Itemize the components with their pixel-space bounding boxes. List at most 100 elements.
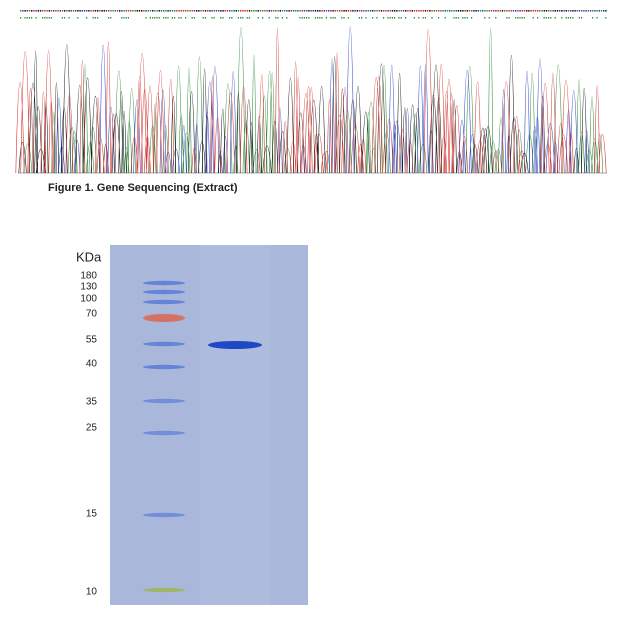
sequence-mark xyxy=(319,17,321,19)
marker-label: 10 xyxy=(86,587,98,598)
sequence-mark xyxy=(325,10,328,12)
sequence-mark xyxy=(506,17,508,19)
sequence-mark xyxy=(556,10,559,12)
sequence-mark xyxy=(211,17,213,19)
sequence-mark xyxy=(543,10,545,12)
sequence-mark xyxy=(191,10,193,12)
sequence-mark xyxy=(226,10,229,12)
sequence-mark xyxy=(24,10,26,12)
sequence-mark xyxy=(495,10,497,12)
sequence-mark xyxy=(515,10,517,12)
sequence-mark xyxy=(224,10,226,12)
sequence-mark xyxy=(499,10,501,12)
sequence-mark xyxy=(451,10,453,12)
sequence-mark xyxy=(545,17,547,19)
sequence-mark xyxy=(42,17,44,19)
sequence-mark xyxy=(266,10,268,12)
sequence-mark xyxy=(193,17,195,19)
sequence-mark xyxy=(75,10,77,12)
sequence-mark xyxy=(479,10,482,12)
sequence-mark xyxy=(108,17,110,19)
sequence-mark xyxy=(163,10,165,12)
sequence-mark xyxy=(290,10,292,12)
marker-label: 180 xyxy=(80,271,97,282)
sequence-mark xyxy=(570,10,572,12)
gel-sample-lane xyxy=(200,245,270,605)
sequence-mark xyxy=(466,10,468,12)
sequence-mark xyxy=(246,10,248,12)
sequence-mark xyxy=(550,17,552,19)
sequence-mark xyxy=(281,10,284,12)
sequence-mark xyxy=(154,17,156,19)
sequence-mark xyxy=(59,10,61,12)
sequence-mark xyxy=(336,10,339,12)
sequence-mark xyxy=(215,10,218,12)
sequence-mark xyxy=(94,17,96,19)
sequence-mark xyxy=(398,17,400,19)
sequence-mark xyxy=(407,10,409,12)
sequence-mark xyxy=(380,10,383,12)
sequence-mark xyxy=(600,10,603,12)
sequence-mark xyxy=(301,17,303,19)
sequence-mark xyxy=(587,10,589,12)
sequence-mark xyxy=(218,10,220,12)
sequence-mark xyxy=(468,10,471,12)
marker-label: 55 xyxy=(86,335,98,346)
sequence-mark xyxy=(105,10,108,12)
sequence-mark xyxy=(248,10,251,12)
sequence-mark xyxy=(490,10,493,12)
sequence-mark xyxy=(413,10,416,12)
sequence-mark xyxy=(297,10,299,12)
sequence-mark xyxy=(90,10,92,12)
sequence-mark xyxy=(572,17,574,19)
sequence-mark xyxy=(220,17,222,19)
sequence-mark xyxy=(268,17,270,19)
sequence-mark xyxy=(389,17,391,19)
sequence-mark xyxy=(123,17,125,19)
sequence-mark xyxy=(517,10,519,12)
sequence-mark xyxy=(515,17,517,19)
sequence-mark xyxy=(70,10,72,12)
sequence-mark xyxy=(31,10,33,12)
sequence-mark xyxy=(286,17,288,19)
ladder-band xyxy=(143,299,185,305)
sequence-mark xyxy=(374,10,376,12)
sequence-mark xyxy=(567,10,570,12)
sequence-mark xyxy=(72,10,75,12)
sequence-mark xyxy=(130,10,132,12)
sequence-mark xyxy=(372,10,374,12)
sequence-mark xyxy=(242,17,244,19)
marker-label: 70 xyxy=(86,309,98,320)
sequence-mark xyxy=(457,17,459,19)
sequence-mark xyxy=(325,17,327,19)
sequence-mark xyxy=(343,10,345,12)
sequence-mark xyxy=(420,10,422,12)
sample-band xyxy=(208,341,262,349)
sequence-mark xyxy=(119,10,121,12)
sequence-mark xyxy=(365,17,367,19)
sequence-mark xyxy=(449,10,451,12)
sequence-mark xyxy=(301,10,303,12)
sequence-mark xyxy=(506,10,508,12)
sequence-mark xyxy=(391,17,393,19)
marker-label: 100 xyxy=(80,294,97,305)
sequence-mark xyxy=(312,10,314,12)
sequence-mark xyxy=(171,17,173,19)
sequence-mark xyxy=(114,10,116,12)
sequence-mark xyxy=(231,17,233,19)
sequence-mark xyxy=(431,10,433,12)
sequence-mark xyxy=(277,10,279,12)
sequence-mark xyxy=(193,10,196,12)
sequence-mark xyxy=(229,17,231,19)
sequence-mark xyxy=(156,10,158,12)
sequence-mark xyxy=(83,10,86,12)
sequence-mark xyxy=(248,17,250,19)
ladder-band xyxy=(143,398,185,404)
sequence-mark xyxy=(86,10,88,12)
sequence-mark xyxy=(28,17,30,19)
sequence-mark xyxy=(235,10,237,12)
sequence-mark xyxy=(35,17,37,19)
sequence-mark xyxy=(418,17,420,19)
sequence-mark xyxy=(361,17,363,19)
sequence-mark xyxy=(594,10,596,12)
